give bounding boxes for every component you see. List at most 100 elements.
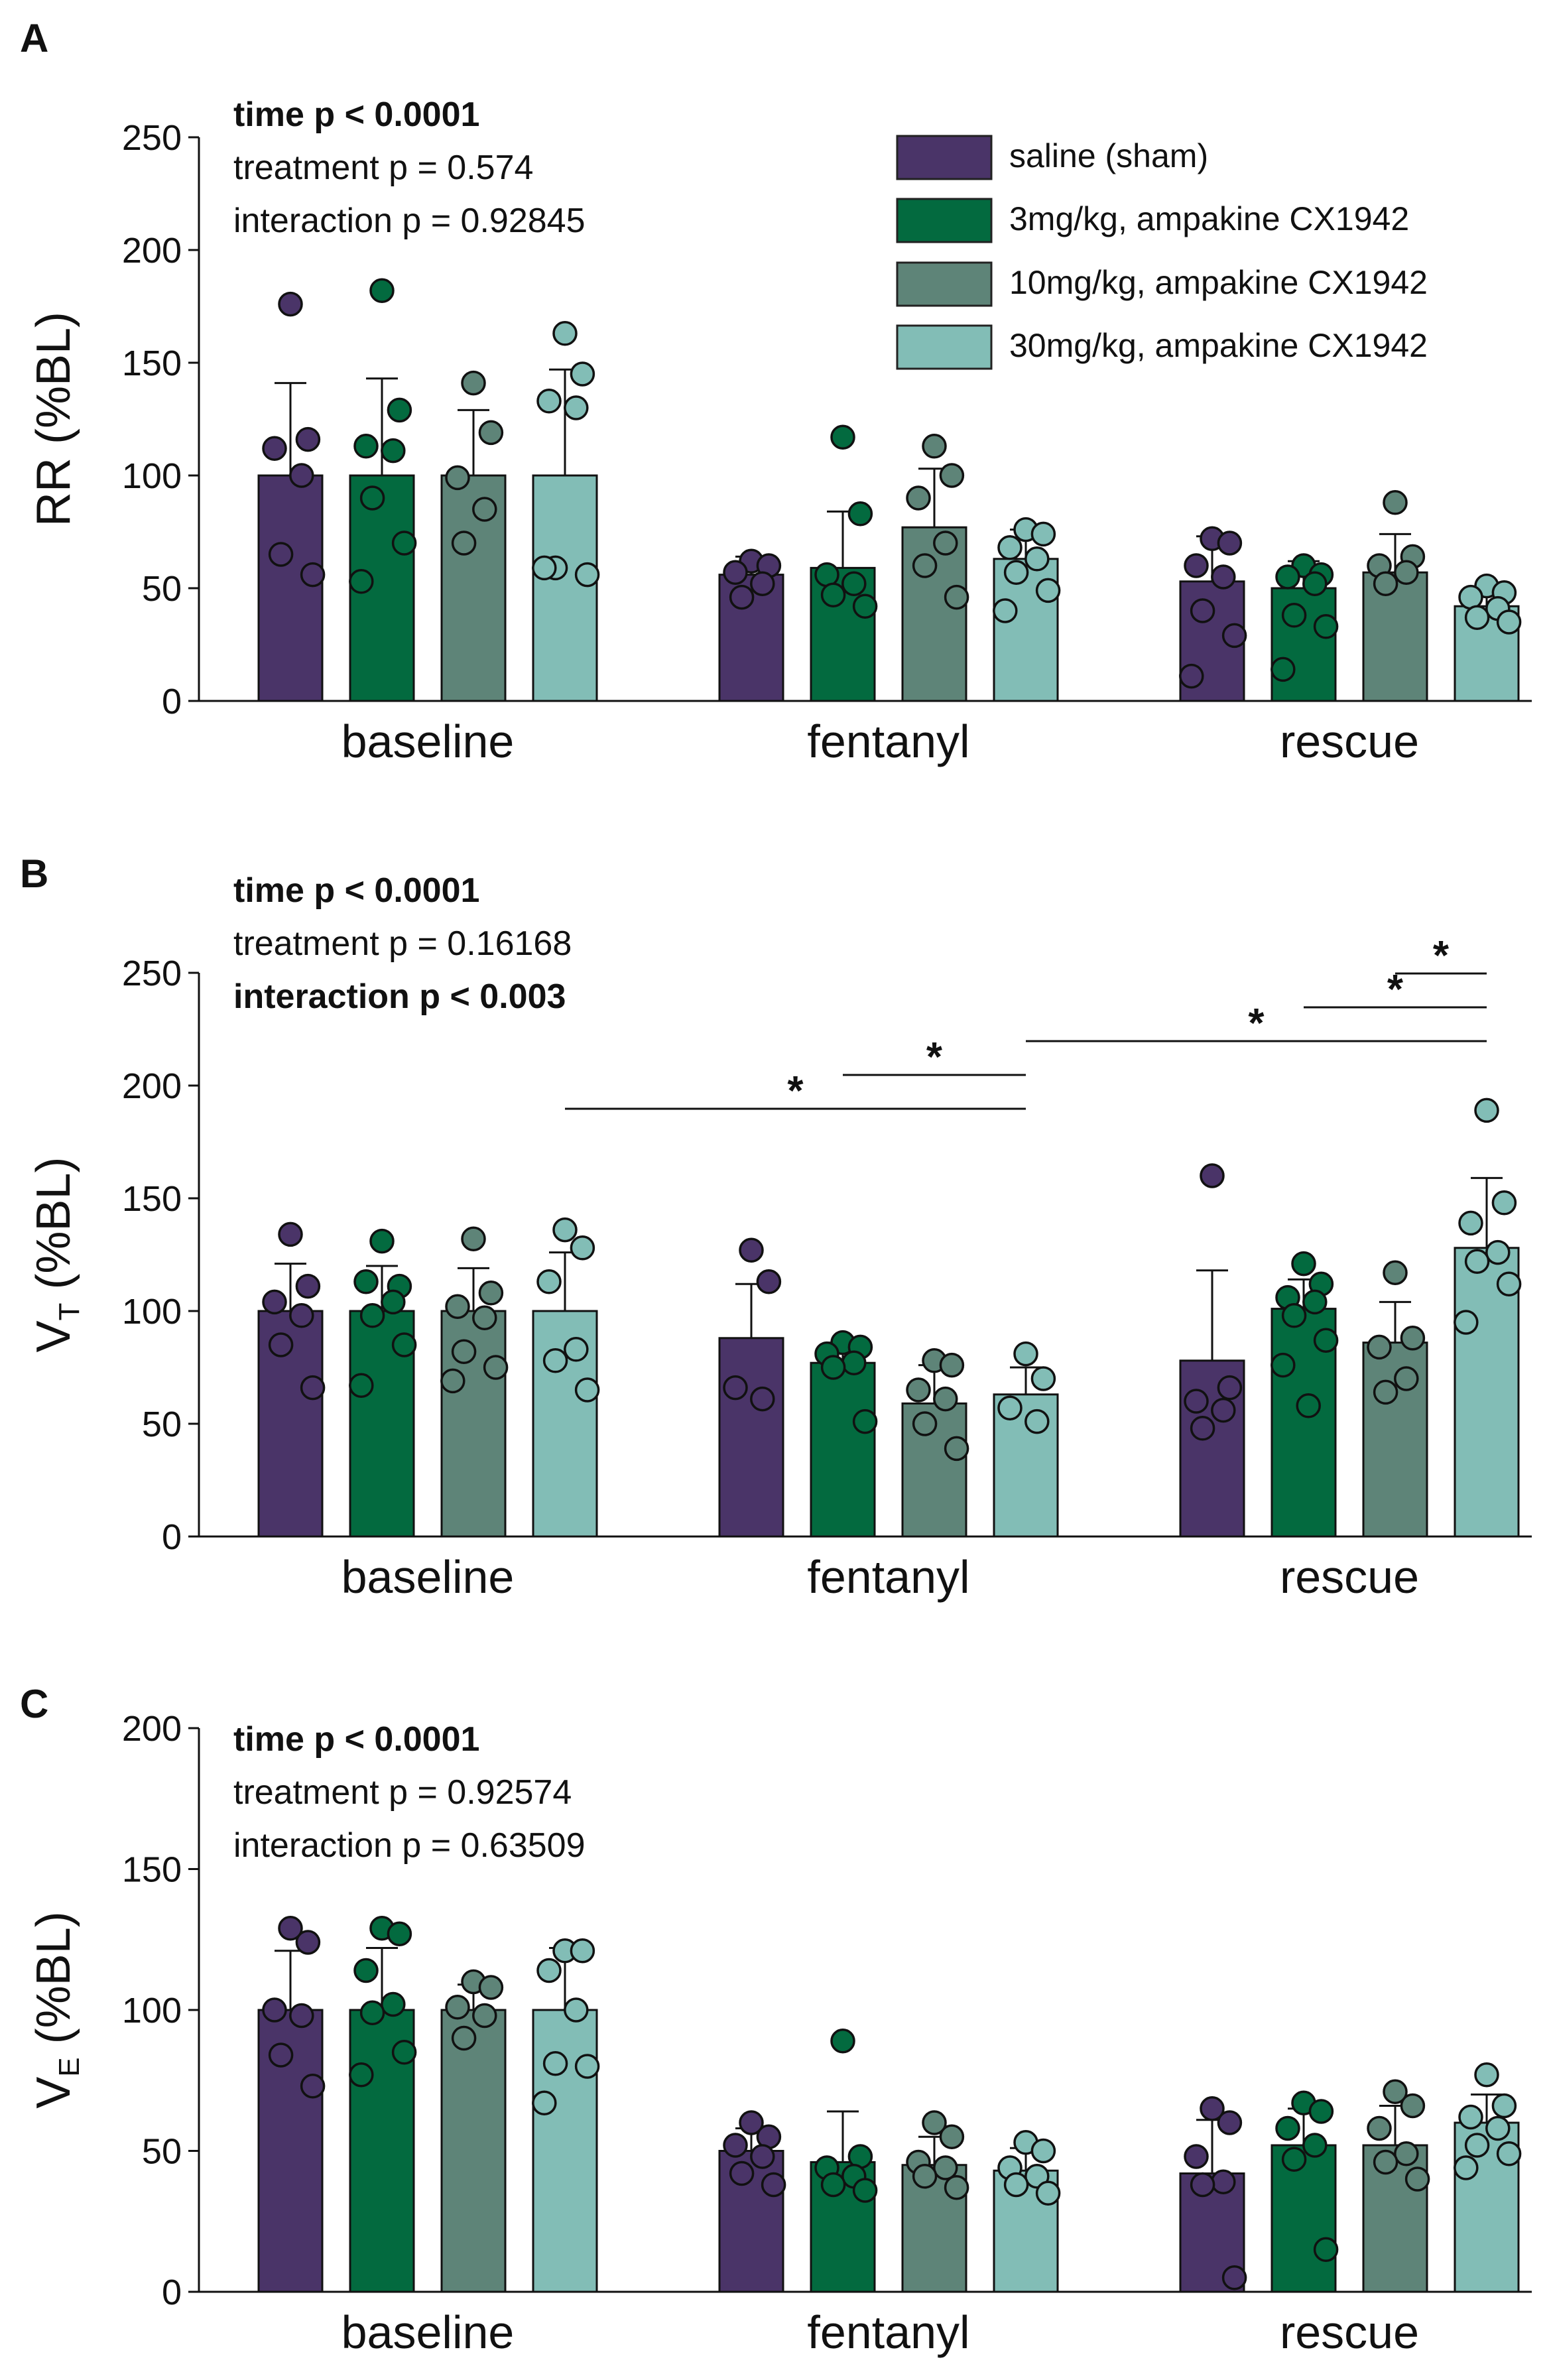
data-point bbox=[1217, 531, 1243, 556]
data-point bbox=[912, 553, 938, 578]
data-point bbox=[1024, 2164, 1050, 2189]
data-point bbox=[574, 2054, 600, 2079]
legend-label-saline: saline (sham) bbox=[1009, 137, 1208, 174]
data-point bbox=[536, 389, 562, 414]
y-tick-label: 250 bbox=[122, 954, 182, 993]
data-point bbox=[552, 321, 578, 346]
data-point bbox=[1367, 2115, 1392, 2141]
bar-saline-fentanyl bbox=[718, 1337, 784, 1538]
data-point bbox=[1179, 663, 1204, 689]
data-point bbox=[391, 1332, 417, 1357]
data-point bbox=[1221, 2265, 1247, 2290]
x-category-label-fentanyl: fentanyl bbox=[807, 2306, 969, 2358]
x-category-label-baseline: baseline bbox=[341, 1551, 515, 1603]
data-point bbox=[542, 1348, 568, 1373]
x-category-label-rescue: rescue bbox=[1280, 2306, 1419, 2358]
data-point bbox=[369, 1228, 395, 1254]
data-point bbox=[1458, 584, 1483, 610]
data-point bbox=[478, 1975, 504, 2000]
data-point bbox=[933, 1386, 958, 1412]
data-point bbox=[820, 582, 846, 607]
data-point bbox=[723, 1375, 748, 1401]
y-tick-label: 200 bbox=[122, 1066, 182, 1106]
significance-star: * bbox=[1248, 1001, 1265, 1046]
data-point bbox=[933, 531, 958, 556]
data-point bbox=[1458, 1210, 1483, 1236]
y-tick-label: 50 bbox=[142, 1405, 182, 1444]
data-point bbox=[723, 560, 748, 585]
data-point bbox=[564, 395, 589, 420]
data-point bbox=[295, 1930, 321, 1955]
data-point bbox=[912, 2164, 938, 2189]
data-point bbox=[1464, 1249, 1490, 1274]
data-point bbox=[300, 1375, 326, 1401]
data-point bbox=[300, 2074, 326, 2099]
data-point bbox=[1035, 578, 1061, 603]
data-point bbox=[922, 434, 947, 459]
data-point bbox=[353, 434, 379, 459]
data-point bbox=[353, 1269, 379, 1294]
data-point bbox=[381, 438, 406, 464]
y-tick-label: 150 bbox=[122, 344, 182, 383]
data-point bbox=[1003, 560, 1029, 585]
x-category-label-baseline: baseline bbox=[341, 716, 515, 767]
data-point bbox=[1474, 2062, 1499, 2088]
data-point bbox=[841, 1350, 867, 1375]
bar-3mg-rescue bbox=[1271, 2144, 1337, 2293]
bar-30mg-baseline bbox=[532, 474, 598, 702]
data-point bbox=[445, 1294, 470, 1319]
data-point bbox=[830, 424, 855, 450]
data-point bbox=[570, 1938, 595, 1964]
data-point bbox=[387, 1921, 412, 1946]
bar-3mg-baseline bbox=[349, 474, 415, 702]
y-axis-label: RR (%BL) bbox=[27, 312, 80, 527]
significance-star: * bbox=[1433, 933, 1450, 979]
data-point bbox=[552, 1217, 578, 1243]
data-point bbox=[1491, 1190, 1517, 1216]
x-category-label-baseline: baseline bbox=[341, 2306, 515, 2358]
data-point bbox=[739, 1237, 764, 1263]
data-point bbox=[461, 1226, 486, 1251]
legend-item-saline: saline (sham) bbox=[896, 135, 1208, 180]
data-point bbox=[1313, 1328, 1339, 1353]
data-point bbox=[997, 535, 1023, 560]
legend-item-30mg: 30mg/kg, ampakine CX1942 bbox=[896, 324, 1428, 370]
data-point bbox=[391, 531, 417, 556]
data-point bbox=[1496, 1271, 1522, 1296]
bar-30mg-baseline bbox=[532, 2009, 598, 2293]
data-point bbox=[993, 598, 1018, 623]
data-point bbox=[536, 1958, 562, 1983]
y-tick-label: 100 bbox=[122, 1292, 182, 1332]
data-point bbox=[1184, 553, 1209, 578]
data-point bbox=[739, 2110, 764, 2135]
data-point bbox=[1190, 1416, 1215, 1441]
y-axis-label: VE (%BL) bbox=[27, 1911, 86, 2108]
data-point bbox=[353, 1958, 379, 1983]
data-point bbox=[1024, 1409, 1050, 1434]
data-point bbox=[564, 1997, 589, 2023]
y-tick-label: 150 bbox=[122, 1850, 182, 1890]
x-category-label-fentanyl: fentanyl bbox=[807, 1551, 969, 1603]
data-point bbox=[1474, 1097, 1499, 1123]
data-point bbox=[262, 1997, 287, 2023]
bar-10mg-rescue bbox=[1362, 571, 1428, 702]
panel-c-ve-chart: 0 50 100 150 200 VE (%BL) baseline fentanyl resc… bbox=[27, 1709, 1532, 2358]
data-point bbox=[289, 1303, 314, 1328]
data-point bbox=[451, 1339, 477, 1364]
data-point bbox=[1281, 1303, 1307, 1328]
significance-star: * bbox=[787, 1068, 804, 1114]
data-point bbox=[349, 2062, 374, 2088]
data-point bbox=[289, 463, 314, 488]
panel-letter-a: A bbox=[20, 16, 48, 60]
data-point bbox=[278, 291, 303, 317]
stats-line-interaction: interaction p < 0.003 bbox=[233, 977, 566, 1016]
data-point bbox=[349, 569, 374, 594]
stats-line-time: time p < 0.0001 bbox=[233, 871, 479, 910]
data-point bbox=[1373, 571, 1398, 596]
data-point bbox=[1030, 2138, 1056, 2164]
data-point bbox=[478, 420, 504, 446]
data-point bbox=[1404, 2166, 1430, 2192]
data-point bbox=[1281, 2147, 1307, 2172]
data-point bbox=[268, 2042, 294, 2068]
